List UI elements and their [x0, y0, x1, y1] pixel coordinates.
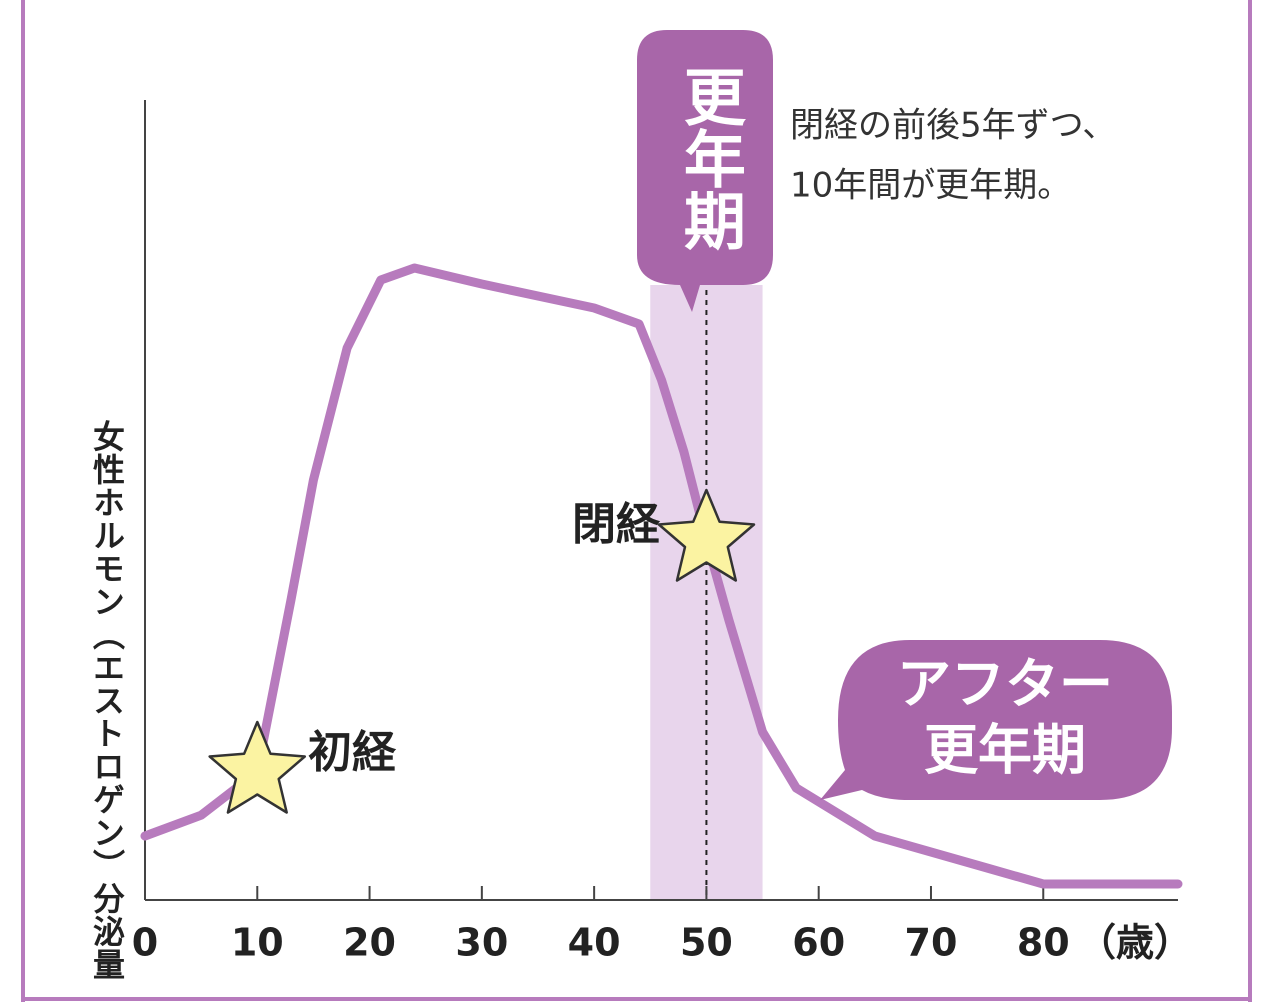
x-tick-label: 60 — [792, 921, 845, 965]
marker-label: 閉経 — [572, 499, 661, 550]
note: 閉経の前後5年ずつ、 — [790, 106, 1116, 146]
x-tick-label: 30 — [455, 921, 508, 965]
x-tick-label: 70 — [905, 921, 958, 965]
band-bubble — [637, 30, 773, 312]
x-unit: （歳） — [1078, 921, 1192, 965]
star-marker — [208, 720, 307, 814]
y-axis-label: 女性ホルモン（エストロゲン）分泌量 — [88, 419, 126, 981]
marker-label: 初経 — [308, 727, 397, 778]
x-tick-label: 40 — [568, 921, 621, 965]
x-tick-label: 10 — [231, 921, 284, 965]
line — [140, 263, 1183, 889]
star-marker — [657, 488, 756, 582]
callout-label: アフター — [897, 653, 1113, 716]
callout-bubble — [820, 640, 1172, 800]
x-tick-label: 50 — [680, 921, 733, 965]
x-tick-label: 20 — [343, 921, 396, 965]
x-tick-label: 0 — [132, 921, 158, 965]
x-tick-label: 80 — [1017, 921, 1070, 965]
callout-label: 更年期 — [924, 719, 1086, 782]
band-label: 更年期 — [673, 65, 746, 251]
note: 10年間が更年期。 — [790, 166, 1071, 206]
